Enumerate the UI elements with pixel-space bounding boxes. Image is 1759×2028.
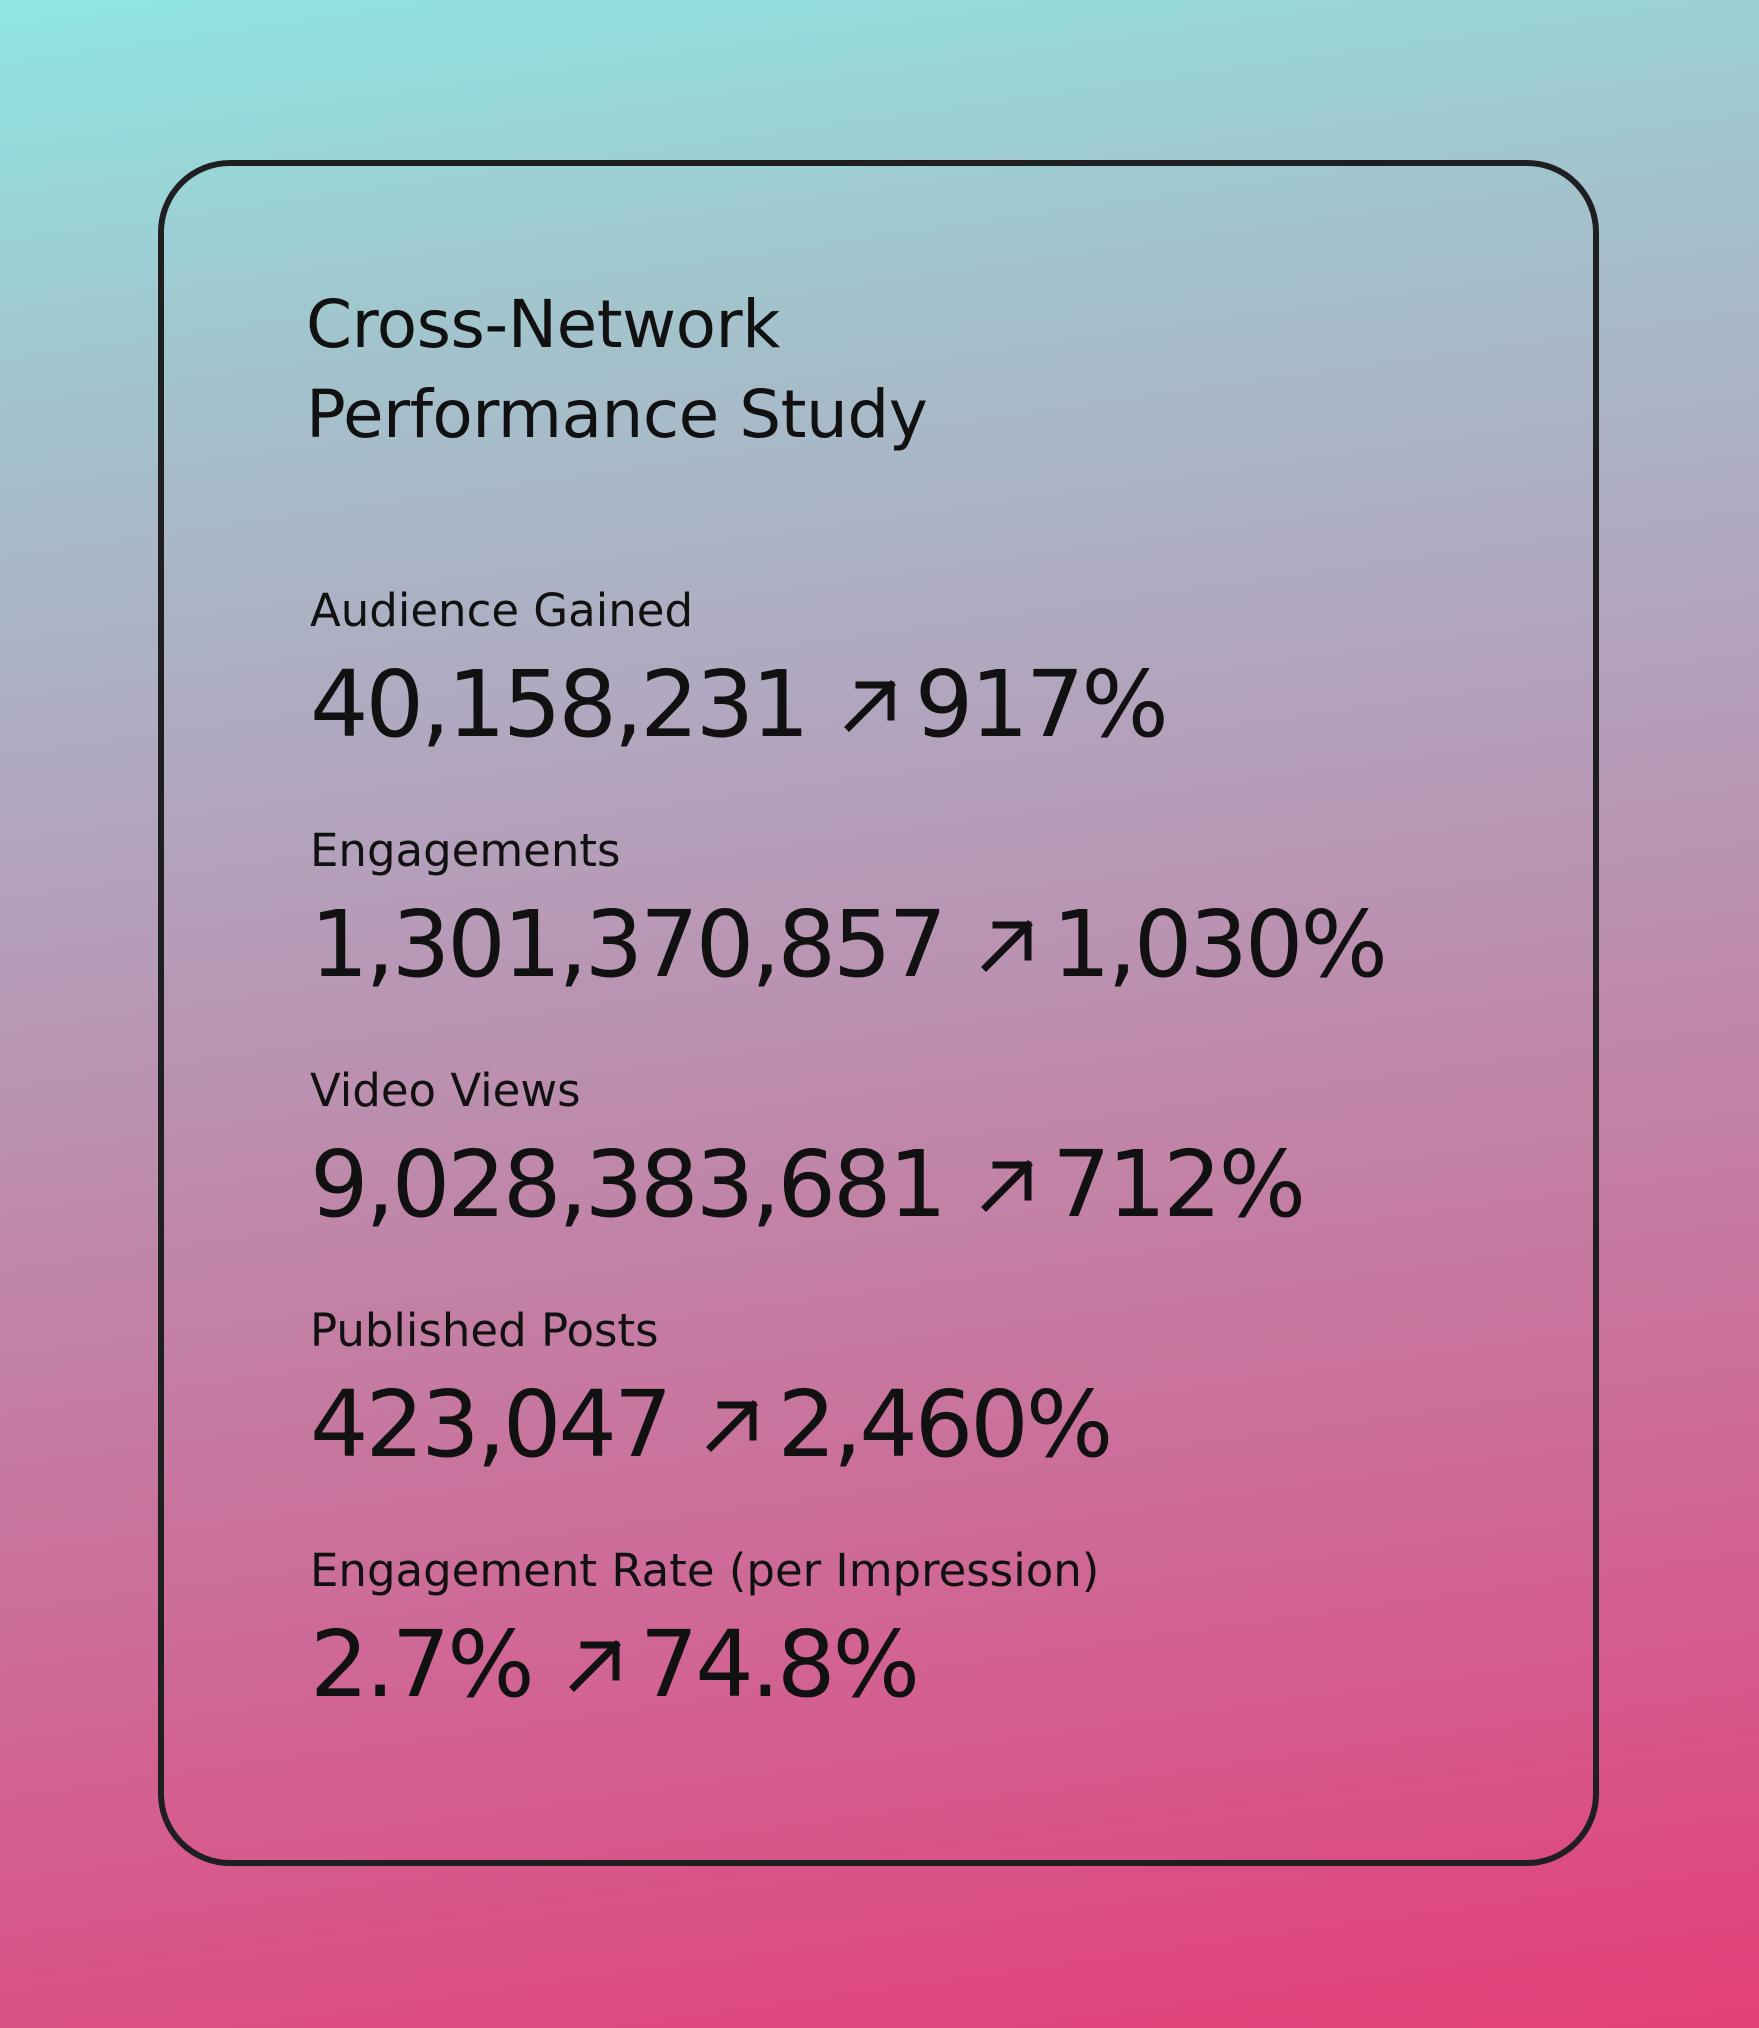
metric-published-posts: Published Posts 423,047 2,460% <box>310 1304 1113 1478</box>
metric-value-row: 1,301,370,857 1,030% <box>310 891 1388 998</box>
arrow-up-right-icon <box>703 1395 763 1455</box>
metric-video-views: Video Views 9,028,383,681 712% <box>310 1064 1306 1238</box>
card-title: Cross-Network Performance Study <box>306 280 928 460</box>
metric-value: 1,301,370,857 <box>310 891 947 998</box>
arrow-up-right-icon <box>978 915 1038 975</box>
metric-change: 712% <box>1052 1131 1306 1238</box>
arrow-up-right-icon <box>566 1635 626 1695</box>
metric-change: 917% <box>914 651 1169 758</box>
card-title-line-1: Cross-Network <box>306 286 780 363</box>
metric-label: Published Posts <box>310 1304 659 1357</box>
metric-engagements: Engagements 1,301,370,857 1,030% <box>310 824 1388 998</box>
metric-value: 423,047 <box>310 1371 672 1478</box>
metric-value: 9,028,383,681 <box>310 1131 947 1238</box>
arrow-up-right-icon <box>841 675 901 735</box>
metric-change: 2,460% <box>777 1371 1113 1478</box>
metric-value-row: 9,028,383,681 712% <box>310 1131 1306 1238</box>
metric-change: 1,030% <box>1052 891 1388 998</box>
metric-value-row: 423,047 2,460% <box>310 1371 1113 1478</box>
metric-change: 74.8% <box>639 1611 920 1718</box>
arrow-up-right-icon <box>978 1155 1038 1215</box>
stats-card <box>158 160 1599 1866</box>
card-title-line-2: Performance Study <box>306 376 928 453</box>
metric-engagement-rate: Engagement Rate (per Impression) 2.7% 74… <box>310 1545 1099 1715</box>
metric-value-row: 40,158,231 917% <box>310 651 1169 758</box>
metric-label: Audience Gained <box>310 584 694 637</box>
metric-label: Video Views <box>310 1064 581 1117</box>
metric-value-row: 2.7% 74.8% <box>310 1615 1099 1715</box>
metric-label: Engagements <box>310 824 621 877</box>
metric-label: Engagement Rate (per Impression) <box>310 1544 1100 1597</box>
metric-value: 2.7% <box>310 1611 535 1718</box>
metric-value: 40,158,231 <box>310 651 810 758</box>
metric-audience-gained: Audience Gained 40,158,231 917% <box>310 584 1169 758</box>
